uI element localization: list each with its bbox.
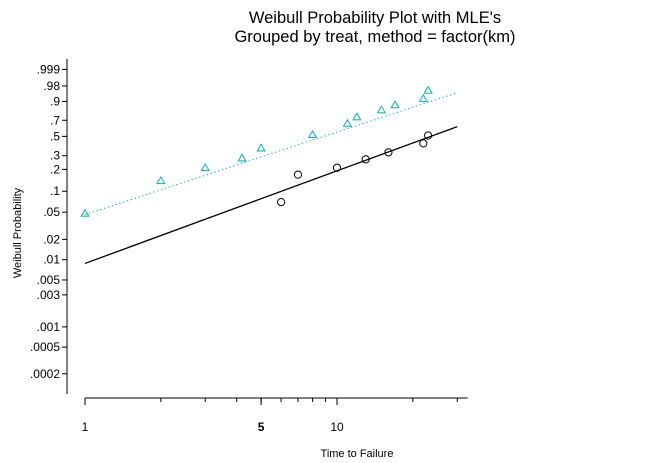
data-points [80, 85, 433, 217]
y-tick-label: .5 [50, 129, 60, 143]
circle-point [293, 170, 303, 179]
y-tick-label: .0005 [30, 340, 60, 354]
circle-point [276, 198, 286, 207]
y-tick-label: .2 [50, 162, 60, 176]
y-tick-label: .003 [37, 288, 61, 302]
triangle-point [390, 100, 400, 109]
triangle-point [342, 118, 353, 127]
triangle-point [256, 143, 266, 152]
triangle-point [423, 85, 433, 94]
y-tick-label: .02 [43, 232, 60, 246]
circle-point [384, 148, 393, 157]
triangle-point [352, 112, 362, 121]
y-tick-label: .05 [43, 205, 60, 219]
circle-point [424, 131, 433, 140]
y-axis-label: Weibull Probability [12, 187, 24, 278]
triangle-point [376, 105, 387, 114]
x-axis-label: Time to Failure [321, 448, 394, 460]
x-tick-label: 1 [82, 420, 89, 434]
chart-title: Weibull Probability Plot with MLE's [249, 9, 501, 27]
triangle-point [307, 129, 318, 139]
y-tick-label: .9 [50, 94, 60, 108]
y-tick-label: .001 [37, 320, 61, 334]
y-tick-label: .3 [50, 149, 60, 163]
circle-point [419, 139, 428, 148]
fit-line-triangles [84, 92, 458, 216]
triangle-point [237, 153, 247, 162]
triangle-point [156, 175, 166, 185]
triangle-point [80, 208, 90, 217]
y-tick-label: .98 [43, 79, 60, 93]
circle-point [332, 163, 342, 172]
circle-point [361, 155, 370, 164]
chart-subtitle: Grouped by treat, method = factor(km) [234, 28, 515, 46]
y-tick-label: .7 [50, 113, 60, 127]
fit-line-circles [84, 126, 458, 265]
triangle-point [418, 93, 429, 103]
axes: .999 .98.9 .7 .5 .3.2 .1 .05 .02 .01 .005.003 .001… [30, 59, 468, 434]
y-tick-label: .1 [50, 184, 60, 198]
y-tick-label: .005 [37, 273, 61, 287]
y-tick-label: .999 [37, 62, 61, 76]
y-tick-label: .01 [43, 253, 60, 267]
y-tick-label: .0002 [30, 367, 60, 381]
x-tick-label: 10 [330, 420, 344, 434]
fit-lines [84, 92, 458, 265]
x-tick-label: 5 [258, 420, 265, 434]
triangle-point [200, 162, 210, 172]
